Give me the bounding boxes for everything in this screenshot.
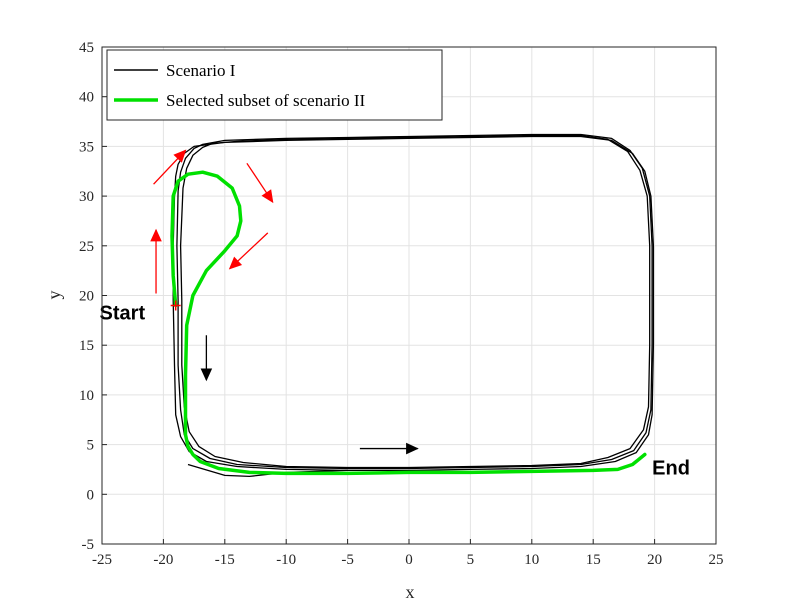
x-tick-label: 0 xyxy=(405,552,413,568)
scenario-1-line-lap-3 xyxy=(179,134,651,469)
x-tick-label: 15 xyxy=(586,552,601,568)
y-tick-label: 40 xyxy=(79,90,94,106)
red-arrow-3 xyxy=(246,162,274,204)
x-tick-label: -25 xyxy=(92,552,112,568)
x-tick-label: 25 xyxy=(709,552,724,568)
scenario-1-line-lap-2 xyxy=(176,133,653,470)
direction-arrows xyxy=(150,149,419,455)
annotation-end: End xyxy=(652,457,690,479)
red-arrow-1 xyxy=(150,228,162,294)
y-tick-label: 20 xyxy=(79,289,94,305)
legend-label-scenario-2: Selected subset of scenario II xyxy=(166,91,366,110)
black-arrow-2 xyxy=(359,442,419,455)
scenario-1-line-lap-1 xyxy=(172,135,655,472)
red-arrow-2 xyxy=(153,149,187,185)
x-axis-label: x xyxy=(406,582,415,602)
y-tick-label: 25 xyxy=(79,239,94,255)
scenario-2-line xyxy=(170,170,647,476)
legend-label-scenario-1: Scenario I xyxy=(166,61,236,80)
red-arrow-4 xyxy=(228,232,269,270)
annotation-start: Start xyxy=(100,302,146,324)
y-tick-label: -5 xyxy=(82,537,95,553)
x-tick-label: -20 xyxy=(153,552,173,568)
y-tick-label: 30 xyxy=(79,189,94,205)
x-tick-label: -10 xyxy=(276,552,296,568)
x-tick-label: -15 xyxy=(215,552,235,568)
x-tick-label: -5 xyxy=(341,552,354,568)
x-tick-label: 20 xyxy=(647,552,662,568)
y-tick-label: 5 xyxy=(87,438,95,454)
y-tick-label: 0 xyxy=(87,487,95,503)
y-tick-label: 45 xyxy=(79,40,94,56)
y-tick-label: 15 xyxy=(79,338,94,354)
plot-frame xyxy=(101,46,717,545)
legend: Scenario I Selected subset of scenario I… xyxy=(106,49,443,121)
annotations: Start End xyxy=(100,302,690,479)
x-tick-label: 5 xyxy=(467,552,475,568)
series-lines xyxy=(170,133,655,478)
y-tick-label: 35 xyxy=(79,139,94,155)
black-arrow-1 xyxy=(200,335,213,382)
legend-box xyxy=(106,49,443,121)
x-tick-label: 10 xyxy=(524,552,539,568)
y-tick-label: 10 xyxy=(79,388,94,404)
y-axis-label: y xyxy=(44,291,64,300)
start-marker xyxy=(170,300,181,311)
